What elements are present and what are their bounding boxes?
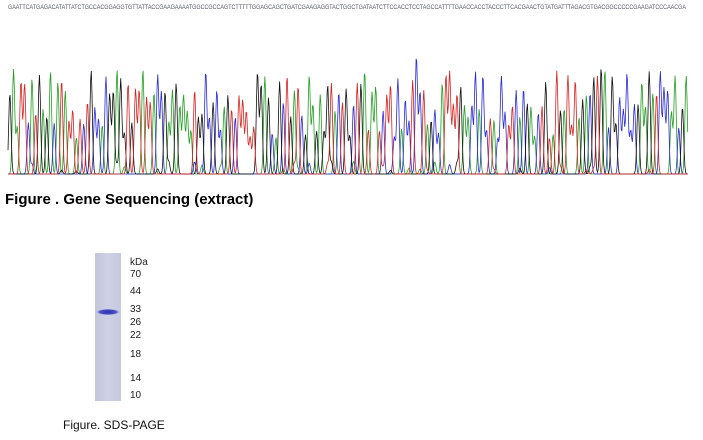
protein-band: [96, 308, 120, 316]
trace: [7, 69, 688, 175]
marker-label: 18: [130, 349, 142, 360]
marker-labels: 70 44 33 26 22 18 14 10: [130, 269, 142, 401]
sequence-text: GAATTCATGAGACATATTATCTGCCACGGAGGTGTTATTA…: [8, 5, 686, 11]
gel-caption: Figure. SDS-PAGE: [63, 418, 165, 432]
marker-label: 44: [130, 286, 142, 297]
sequencing-caption: Figure . Gene Sequencing (extract): [5, 191, 253, 208]
gel-lane: [95, 253, 121, 401]
trace: [8, 68, 689, 175]
marker-label: 33: [130, 304, 142, 315]
gel-unit: kDa: [130, 257, 148, 268]
marker-label: 26: [130, 317, 142, 328]
marker-label: 14: [130, 373, 142, 384]
marker-label: 22: [130, 330, 142, 341]
chromatogram: [7, 58, 689, 175]
marker-label: 10: [130, 390, 142, 401]
marker-label: 70: [130, 269, 142, 280]
trace: [8, 70, 688, 175]
